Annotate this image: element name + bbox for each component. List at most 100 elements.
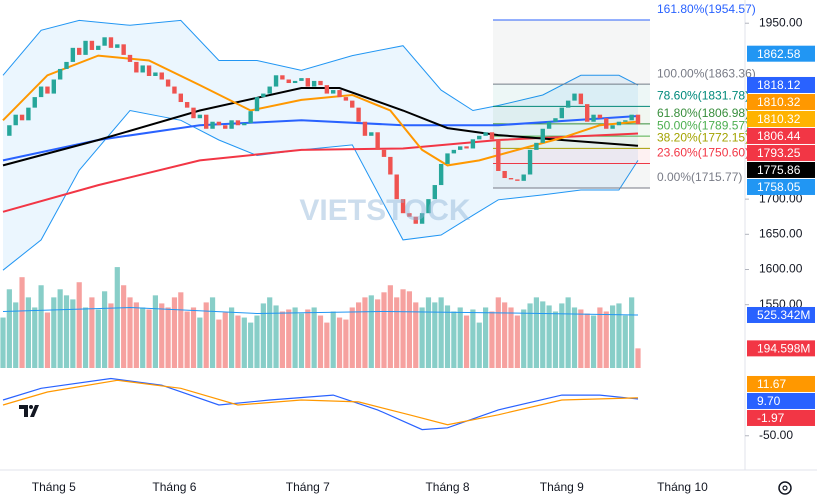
candle xyxy=(45,86,50,94)
price-badge xyxy=(747,161,815,178)
volume-bar xyxy=(514,315,520,368)
price-badge-label: 9.70 xyxy=(757,394,781,408)
candle xyxy=(273,75,279,87)
candle xyxy=(191,107,196,119)
volume-bar xyxy=(457,307,463,368)
volume-bar xyxy=(51,297,57,368)
candle xyxy=(89,40,95,50)
volume-bar xyxy=(190,307,197,368)
volume-bar xyxy=(127,297,133,368)
candle xyxy=(521,174,526,181)
volume-bar xyxy=(95,309,101,368)
bollinger-upper xyxy=(2,19,639,112)
candle xyxy=(324,85,330,94)
volume-bar xyxy=(413,302,419,368)
volume-bar xyxy=(184,311,190,368)
candle xyxy=(616,121,622,126)
candle xyxy=(254,97,260,112)
volume-bar xyxy=(540,301,546,368)
volume-bar xyxy=(203,302,209,368)
volume-bar xyxy=(603,311,609,368)
candle xyxy=(527,149,533,175)
volume-bar xyxy=(483,307,489,368)
candle xyxy=(204,114,209,129)
candle xyxy=(362,121,368,136)
price-badge-label: 11.67 xyxy=(757,377,786,391)
candle xyxy=(585,104,590,122)
candle xyxy=(515,179,520,181)
volume-bar xyxy=(317,315,324,368)
volume-bar xyxy=(146,309,152,368)
volume-bar xyxy=(590,315,597,368)
price-badge xyxy=(747,306,815,323)
volume-bar xyxy=(209,297,216,368)
candle xyxy=(432,185,437,200)
candle xyxy=(451,149,457,154)
candle xyxy=(96,45,101,50)
candle xyxy=(318,80,323,86)
candle xyxy=(305,78,310,87)
volume-bar xyxy=(470,309,476,368)
candle xyxy=(540,128,545,143)
candle xyxy=(565,100,571,108)
candle xyxy=(578,93,584,105)
candle xyxy=(26,107,31,121)
candle xyxy=(343,97,349,101)
volume-bar xyxy=(533,297,539,368)
volume-bar xyxy=(82,307,89,368)
volume-bar xyxy=(559,303,565,368)
candle xyxy=(70,47,76,62)
price-badge xyxy=(747,340,815,357)
candle xyxy=(51,79,56,94)
volume-bar xyxy=(273,305,279,368)
price-badge-label: 1810.32 xyxy=(757,112,801,126)
candle xyxy=(597,114,603,119)
candle xyxy=(229,120,234,129)
candle xyxy=(464,146,469,149)
candle xyxy=(502,170,507,179)
volume-bar xyxy=(552,311,559,368)
candle xyxy=(400,199,406,214)
moving-average xyxy=(2,54,639,167)
candle xyxy=(489,132,495,140)
volume-bar xyxy=(165,307,171,368)
candle xyxy=(267,86,272,94)
candle xyxy=(559,107,564,119)
settings-icon[interactable] xyxy=(778,481,792,495)
volume-bar xyxy=(502,302,508,368)
volume-bar xyxy=(349,307,355,368)
volume-bar xyxy=(368,295,374,368)
candle xyxy=(216,121,222,126)
candle xyxy=(299,78,304,81)
volume-bar xyxy=(419,307,425,368)
candle xyxy=(629,114,634,121)
x-tick-label: Tháng 6 xyxy=(152,480,196,494)
price-badge-label: 1793.25 xyxy=(757,146,801,160)
volume-bar xyxy=(324,322,330,368)
candle xyxy=(165,79,171,87)
candle xyxy=(38,86,44,98)
candle xyxy=(534,142,539,150)
volume-bar xyxy=(330,311,336,368)
candle xyxy=(331,90,336,94)
fib-label: 50.00%(1789.57) xyxy=(657,118,749,132)
candle xyxy=(438,163,444,186)
moving-average xyxy=(2,87,639,167)
bollinger-fill xyxy=(3,20,638,271)
volume-bar xyxy=(362,297,368,368)
candle xyxy=(553,118,558,122)
fib-label: 161.80%(1954.57) xyxy=(657,2,756,16)
price-badge xyxy=(747,45,815,62)
candle xyxy=(292,80,298,84)
candle xyxy=(604,118,609,129)
volume-bar xyxy=(267,297,273,368)
volume-bar xyxy=(571,307,578,368)
price-badge xyxy=(747,178,815,195)
candle xyxy=(127,54,133,62)
volume-bar xyxy=(635,348,641,368)
volume-bar xyxy=(32,307,38,368)
fib-zone xyxy=(493,163,650,189)
volume-bar xyxy=(216,319,222,368)
candle xyxy=(483,132,488,136)
